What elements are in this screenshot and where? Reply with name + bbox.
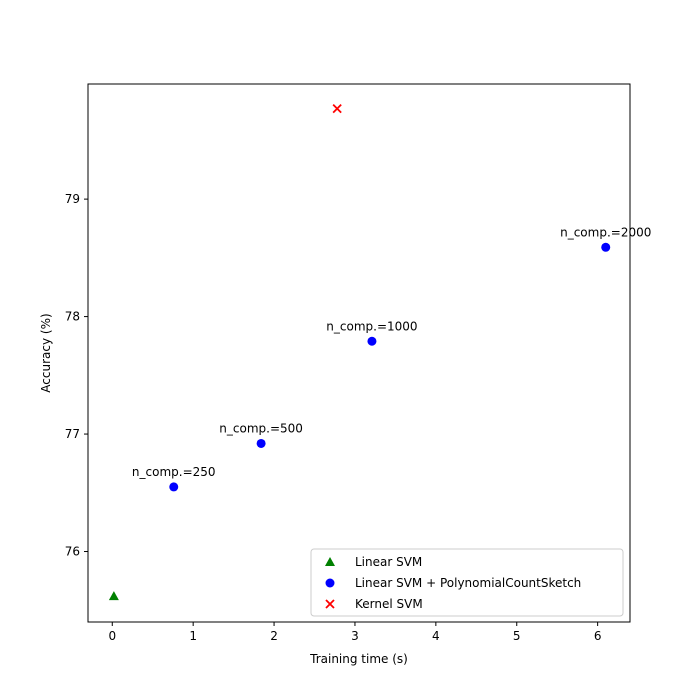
x-tick-label: 6 xyxy=(594,629,602,643)
data-point xyxy=(367,336,377,346)
y-tick-label: 78 xyxy=(65,310,80,324)
y-tick-label: 79 xyxy=(65,192,80,206)
point-label: n_comp.=500 xyxy=(219,421,303,435)
legend-entry: Linear SVM xyxy=(355,555,422,569)
x-tick-label: 3 xyxy=(351,629,359,643)
x-axis-label: Training time (s) xyxy=(309,652,408,666)
data-point xyxy=(332,104,342,114)
x-tick-label: 2 xyxy=(270,629,278,643)
y-axis-ticks: 76 77 78 79 xyxy=(65,192,88,559)
legend-entry: Kernel SVM xyxy=(355,597,423,611)
legend-box xyxy=(310,548,624,617)
data-points xyxy=(108,104,611,601)
data-point xyxy=(256,438,266,448)
x-tick-label: 4 xyxy=(432,629,440,643)
legend: Linear SVM Linear SVM + PolynomialCountSk… xyxy=(310,548,624,617)
point-label: n_comp.=1000 xyxy=(326,319,417,333)
data-point xyxy=(108,591,119,601)
data-point xyxy=(169,482,179,492)
legend-marker xyxy=(325,578,335,588)
point-label: n_comp.=250 xyxy=(132,465,216,479)
x-tick-label: 1 xyxy=(189,629,197,643)
plot-frame xyxy=(87,83,631,623)
legend-entry: Linear SVM + PolynomialCountSketch xyxy=(355,576,581,590)
y-axis-label: Accuracy (%) xyxy=(39,313,53,392)
y-tick-label: 76 xyxy=(65,545,80,559)
legend-marker xyxy=(325,599,335,609)
data-point xyxy=(601,242,611,252)
point-label: n_comp.=2000 xyxy=(560,225,651,239)
x-axis-ticks: 0 1 2 3 4 5 6 xyxy=(108,622,601,643)
x-tick-label: 0 xyxy=(108,629,116,643)
x-tick-label: 5 xyxy=(513,629,521,643)
y-tick-label: 77 xyxy=(65,427,80,441)
point-annotations: n_comp.=250 n_comp.=500 n_comp.=1000 n_comp… xyxy=(132,225,651,479)
legend-marker xyxy=(325,557,335,566)
